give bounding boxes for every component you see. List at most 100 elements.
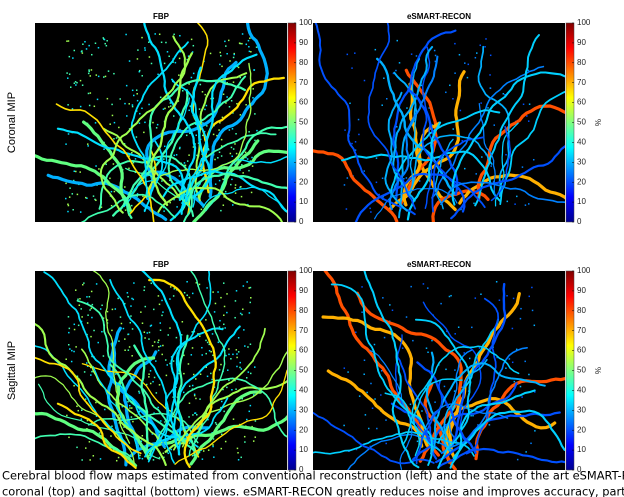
- noise-speck: [505, 153, 507, 156]
- noise-speck: [237, 452, 239, 454]
- noise-speck: [467, 63, 470, 66]
- noise-speck: [151, 344, 154, 347]
- noise-speck: [231, 155, 233, 158]
- colorbar-tick-label: 80: [577, 58, 586, 67]
- vessel: [133, 344, 149, 453]
- noise-speck: [145, 383, 148, 386]
- noise-speck: [71, 108, 74, 110]
- noise-speck: [199, 83, 202, 86]
- vessel: [204, 125, 287, 212]
- noise-speck: [136, 58, 139, 60]
- noise-speck: [427, 287, 429, 289]
- noise-speck: [95, 74, 98, 76]
- noise-speck: [230, 100, 233, 102]
- noise-speck: [205, 104, 208, 107]
- vessel: [188, 271, 226, 457]
- noise-speck: [83, 371, 86, 373]
- noise-speck: [195, 378, 197, 380]
- vessel: [414, 318, 472, 469]
- noise-speck: [179, 50, 182, 53]
- noise-speck: [128, 128, 131, 130]
- noise-speck: [211, 378, 213, 381]
- noise-speck: [69, 86, 72, 88]
- colorbar-tick-label: 40: [577, 386, 586, 395]
- noise-speck: [192, 72, 195, 75]
- noise-speck: [234, 379, 236, 382]
- noise-speck: [101, 304, 103, 307]
- noise-speck: [475, 173, 477, 175]
- noise-speck: [480, 102, 482, 104]
- noise-speck: [252, 97, 254, 99]
- vessel: [80, 193, 176, 222]
- colorbar-tick-label: 30: [577, 157, 586, 166]
- vessel: [413, 378, 463, 457]
- noise-speck: [452, 128, 454, 130]
- noise-speck: [226, 96, 228, 98]
- noise-speck: [173, 198, 175, 201]
- vessel: [402, 345, 520, 445]
- vessel: [363, 271, 420, 469]
- colorbar-tick-label: 20: [299, 425, 308, 434]
- noise-speck: [165, 41, 167, 44]
- noise-speck: [169, 298, 171, 300]
- noise-speck: [515, 348, 518, 351]
- noise-speck: [416, 440, 419, 443]
- noise-speck: [431, 124, 434, 126]
- noise-speck: [169, 327, 171, 329]
- noise-speck: [403, 203, 405, 205]
- colorbar-tick-label: 20: [577, 425, 586, 434]
- colorbar-tick-label: 40: [299, 138, 308, 147]
- noise-speck: [206, 125, 208, 127]
- noise-speck: [138, 122, 141, 124]
- noise-speck: [445, 368, 447, 371]
- noise-speck: [457, 326, 460, 328]
- noise-speck: [343, 424, 345, 427]
- noise-speck: [113, 121, 116, 124]
- noise-speck: [425, 347, 428, 349]
- noise-speck: [187, 55, 190, 57]
- noise-speck: [219, 319, 221, 322]
- noise-speck: [247, 346, 249, 348]
- noise-speck: [232, 112, 234, 114]
- noise-speck: [361, 311, 363, 313]
- colorbar-tick-label: 30: [577, 405, 586, 414]
- noise-speck: [164, 107, 166, 110]
- noise-speck: [207, 149, 210, 151]
- row-label: Coronal MIP: [6, 92, 18, 153]
- noise-speck: [113, 190, 116, 193]
- noise-speck: [136, 195, 138, 197]
- noise-speck: [99, 458, 102, 460]
- vessel: [92, 271, 131, 444]
- vessel: [313, 149, 399, 222]
- vessel: [416, 361, 477, 455]
- noise-speck: [191, 331, 194, 333]
- noise-speck: [98, 432, 101, 434]
- noise-speck: [522, 103, 525, 106]
- noise-speck: [70, 360, 73, 363]
- noise-speck: [212, 438, 215, 440]
- noise-speck: [391, 309, 394, 312]
- noise-speck: [169, 362, 171, 365]
- noise-speck: [449, 84, 451, 87]
- vessel: [437, 318, 500, 444]
- noise-speck: [85, 48, 88, 50]
- noise-speck: [235, 290, 238, 292]
- noise-speck: [248, 169, 250, 172]
- noise-speck: [363, 373, 365, 376]
- noise-speck: [205, 352, 207, 355]
- noise-speck: [514, 203, 516, 205]
- noise-speck: [220, 406, 222, 409]
- colorbar-tick-label: 60: [577, 98, 586, 107]
- noise-speck: [344, 129, 346, 131]
- noise-speck: [401, 347, 404, 349]
- noise-speck: [100, 206, 103, 208]
- noise-speck: [210, 350, 212, 353]
- noise-speck: [86, 365, 89, 367]
- noise-speck: [88, 441, 91, 443]
- noise-speck: [530, 442, 532, 445]
- noise-speck: [199, 373, 202, 375]
- noise-speck: [431, 339, 433, 342]
- noise-speck: [86, 296, 88, 298]
- noise-speck: [225, 354, 227, 357]
- noise-speck: [103, 38, 106, 41]
